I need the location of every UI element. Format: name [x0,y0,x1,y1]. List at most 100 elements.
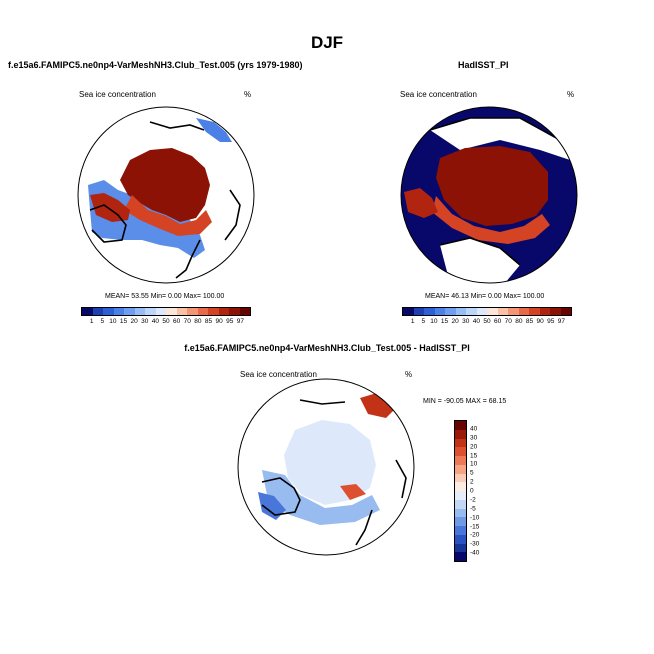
colorbar-tick-label: 40 [151,318,159,325]
colorbar-tick-label: -2 [470,496,476,504]
colorbar-swatch [455,438,466,448]
panel-1-units-label: % [244,90,252,99]
colorbar-swatch [455,482,466,491]
panel-2-coast [429,117,561,266]
colorbar-swatch [229,308,240,315]
colorbar-tick-label: 20 [470,443,478,451]
colorbar-swatch [403,308,414,315]
colorbar-swatch [455,429,466,439]
colorbar-tick-label: 95 [226,318,234,325]
panel-1-title: f.e15a6.FAMIPC5.ne0np4-VarMeshNH3.Club_T… [8,60,303,70]
colorbar-swatch [82,308,93,315]
panel-3-variable-label: Sea ice concentration [240,370,317,379]
colorbar-swatch [518,308,529,315]
colorbar-swatch [560,308,571,315]
colorbar-tick-label: 1 [410,318,415,325]
colorbar-swatch [550,308,561,315]
colorbar-tick-label: 95 [547,318,555,325]
colorbar-tick-label: 15 [470,452,478,459]
colorbar-swatch [476,308,487,315]
colorbar-swatch [424,308,435,315]
colorbar-swatch [455,464,466,474]
colorbar-swatch [455,517,466,526]
colorbar-swatch [539,308,550,315]
colorbar-tick-label: 97 [557,318,565,325]
panel-2-units-label: % [567,90,575,99]
colorbar-swatch [92,308,103,315]
colorbar-tick-label: 85 [525,318,534,325]
colorbar-tick-label: 5 [421,318,426,325]
panel-1-coast [89,121,241,279]
colorbar-swatch [187,308,198,315]
colorbar-tick-label: 50 [483,318,491,325]
panel-1-colorbar [81,307,251,316]
colorbar-swatch [218,308,229,315]
colorbar-swatch [197,308,208,315]
colorbar-swatch [113,308,124,315]
colorbar-tick-label: 10 [430,318,438,325]
panel-1-variable-label: Sea ice concentration [79,90,156,99]
colorbar-tick-label: -5 [470,505,476,513]
colorbar-tick-label: 10 [109,318,117,325]
panel-2-colorbar [402,307,572,316]
colorbar-tick-label: 80 [194,318,202,325]
colorbar-tick-label: -40 [470,549,480,557]
colorbar-tick-label: -20 [470,531,480,539]
colorbar-tick-label: 0 [470,487,474,495]
colorbar-tick-label: -15 [470,523,480,530]
colorbar-swatch [455,499,466,509]
panel-3-colorbar [454,420,467,562]
colorbar-tick-label: 1 [89,318,94,325]
colorbar-swatch [155,308,166,315]
colorbar-tick-label: 60 [173,318,181,325]
colorbar-tick-label: 40 [472,318,480,325]
panel-2-variable-label: Sea ice concentration [400,90,477,99]
colorbar-swatch [103,308,114,315]
panel-2-ice-ring [432,196,550,244]
colorbar-tick-label: 5 [470,469,474,477]
panel-1-ice-left [90,193,130,222]
panel-1-ice-ring [124,195,212,236]
panel-3-stats: MIN = -90.05 MAX = 68.15 [423,398,507,405]
colorbar-swatch [455,491,466,500]
colorbar-tick-label: 70 [504,318,512,325]
colorbar-tick-label: 15 [440,318,449,325]
panel-2-colorbar-labels: 1 5 10 15 20 30 40 50 60 70 80 85 90 95 97 [402,318,572,328]
panel-2-map-outline [400,106,578,284]
panel-3-title: f.e15a6.FAMIPC5.ne0np4-VarMeshNH3.Club_T… [184,343,470,353]
colorbar-swatch [455,456,466,465]
colorbar-swatch [124,308,135,315]
colorbar-tick-label: 90 [215,318,223,325]
colorbar-swatch [455,552,466,561]
colorbar-swatch [455,473,466,483]
colorbar-tick-label: 90 [536,318,544,325]
colorbar-swatch [176,308,187,315]
colorbar-tick-label: -10 [470,514,480,522]
colorbar-swatch [166,308,177,315]
panel-1-colorbar-labels: 1 5 10 15 20 30 40 50 60 70 80 85 90 95 97 [81,318,251,328]
colorbar-tick-label: -30 [470,540,480,548]
panel-3-diff-red-spot [340,484,366,500]
colorbar-tick-label: 2 [470,478,474,486]
colorbar-swatch [413,308,424,315]
panel-1-ice-ne [196,118,232,142]
colorbar-swatch [529,308,540,315]
panel-1-ice-core [120,148,210,222]
colorbar-swatch [134,308,145,315]
panel-3-diff-ne-red [360,392,396,418]
colorbar-swatch [455,508,466,518]
panel-3-coast [261,399,407,546]
colorbar-swatch [487,308,498,315]
panel-1-map-outline [77,106,255,284]
colorbar-tick-label: 80 [515,318,523,325]
panel-3-map-outline [237,378,415,556]
colorbar-swatch [455,534,466,544]
colorbar-swatch [466,308,477,315]
panel-2-land-north [430,118,570,160]
colorbar-tick-label: 70 [183,318,191,325]
panel-3-diff-left [258,492,286,520]
colorbar-swatch [455,543,466,553]
colorbar-tick-label: 30 [141,318,149,325]
